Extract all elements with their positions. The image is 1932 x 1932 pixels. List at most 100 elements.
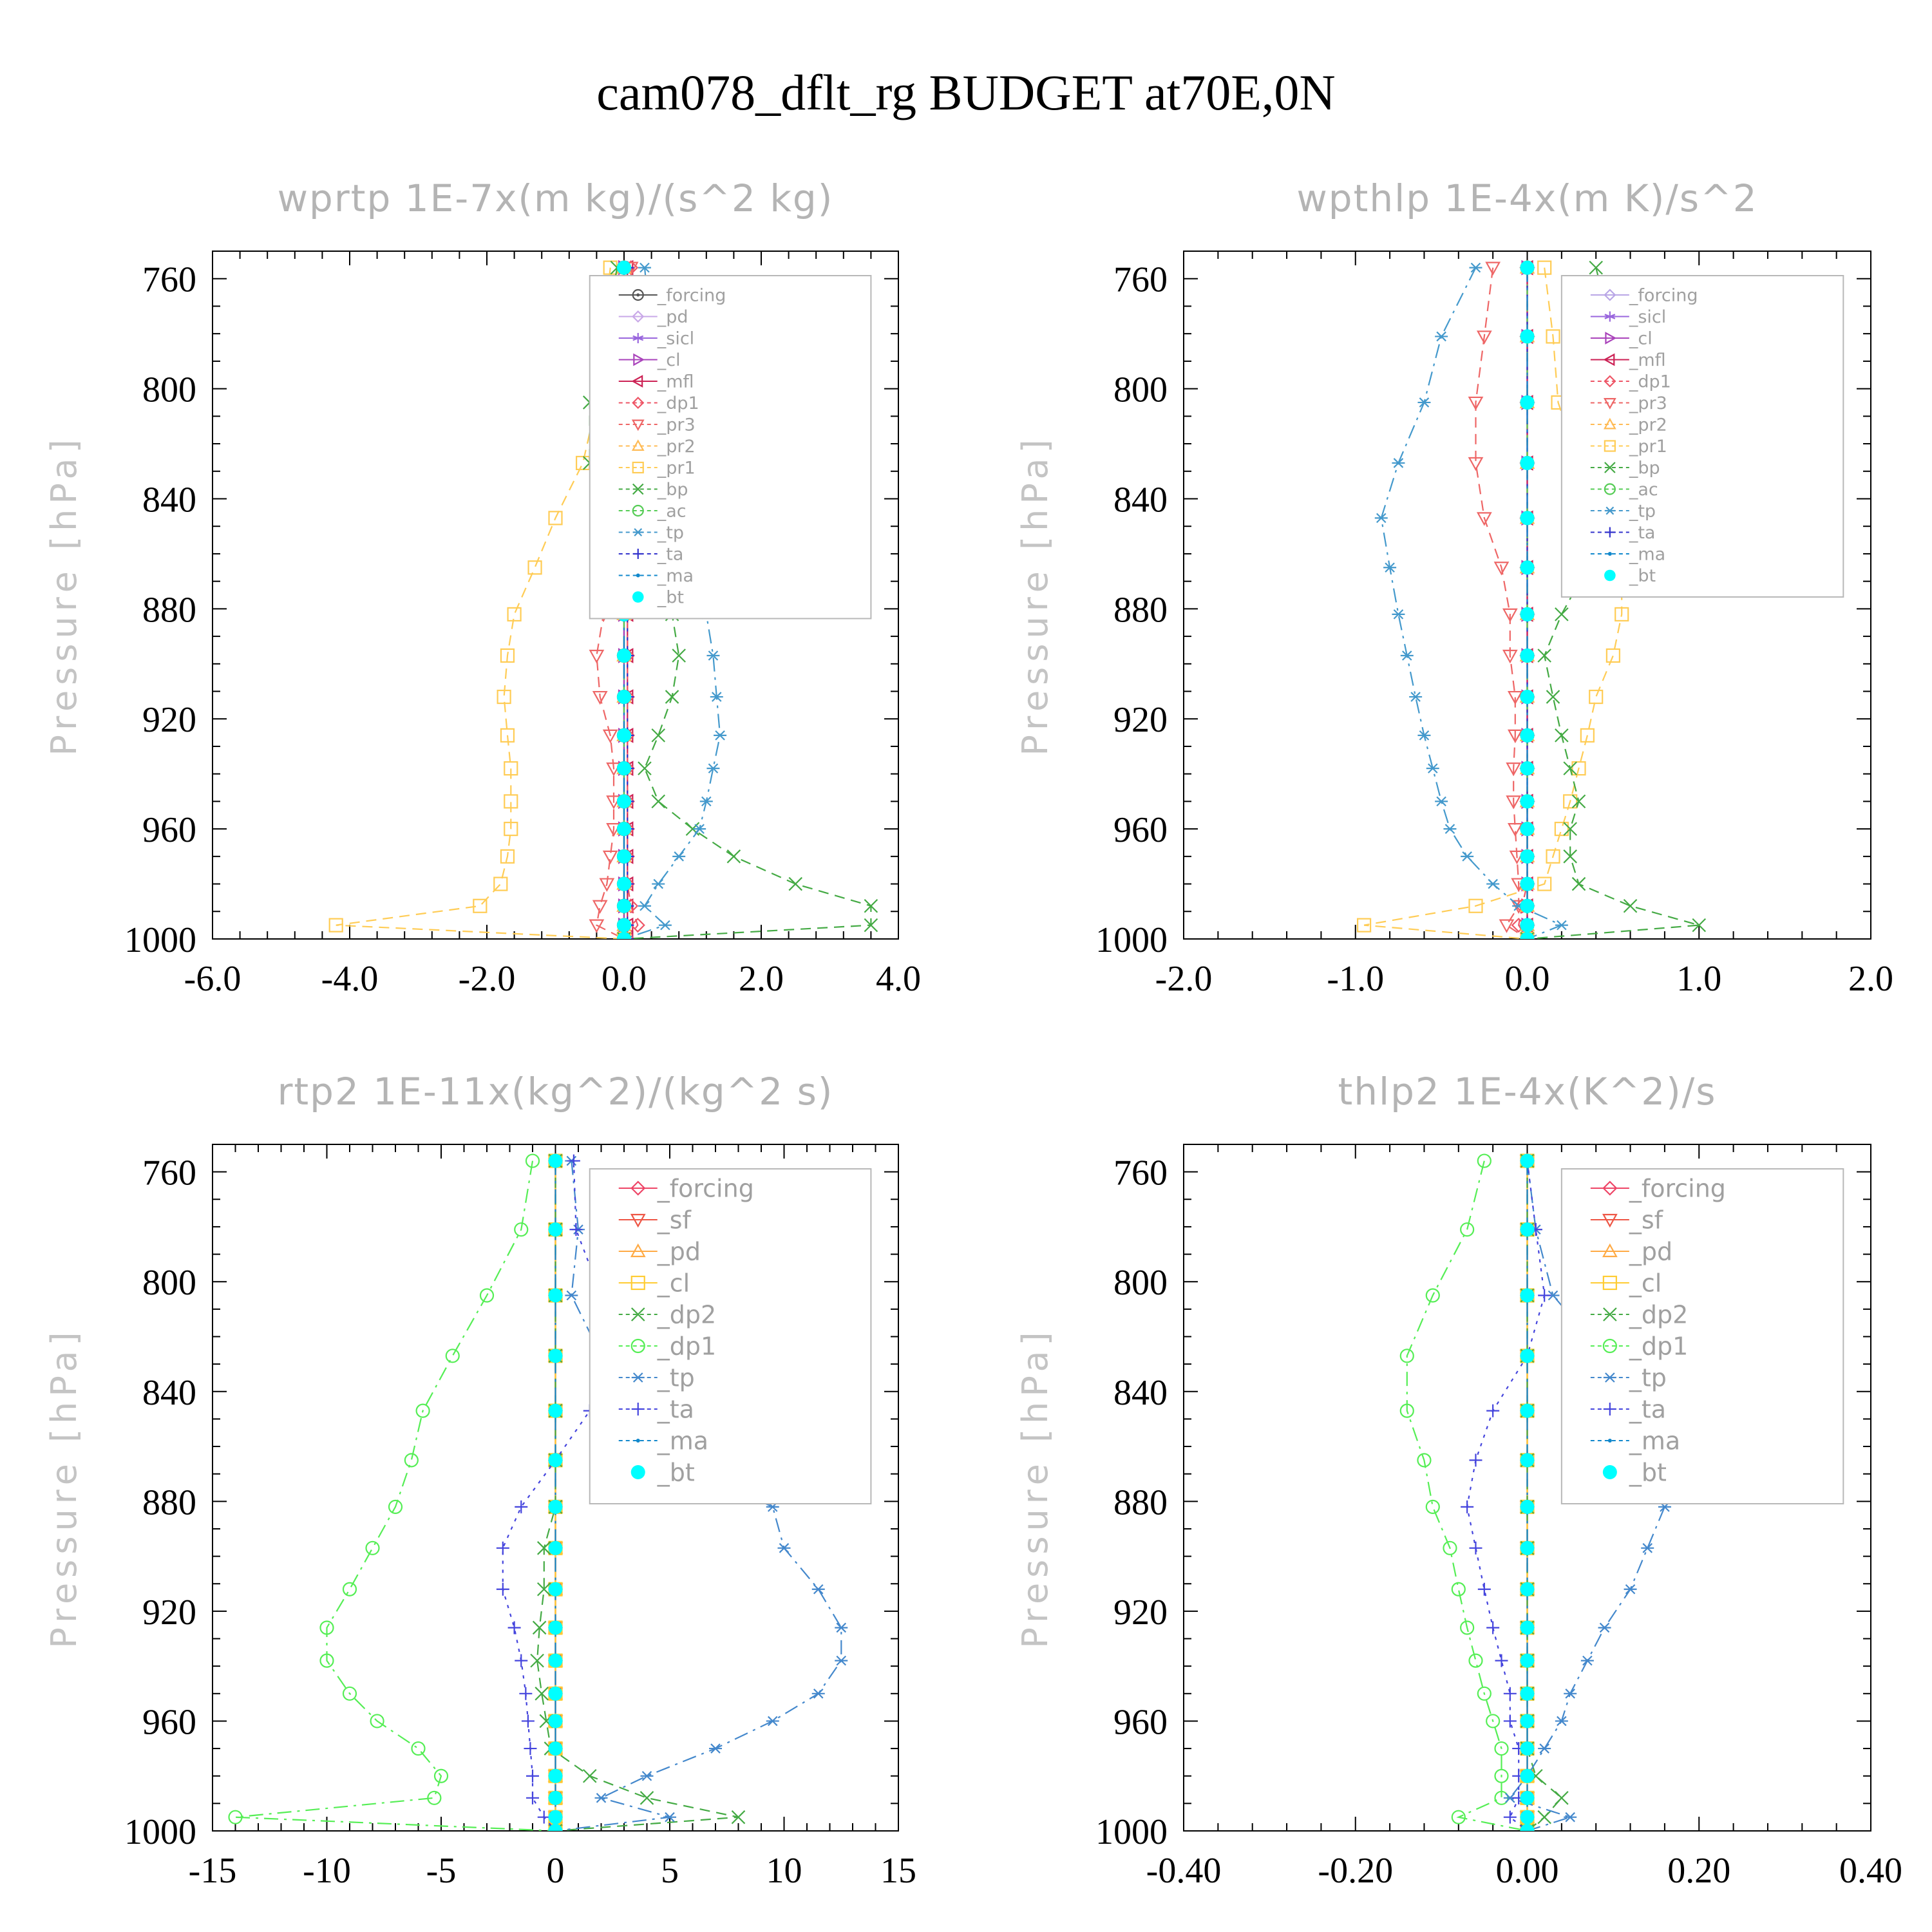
data-point	[1538, 1289, 1551, 1302]
legend-marker	[631, 419, 645, 431]
series-line	[536, 1160, 739, 1831]
data-point	[1623, 898, 1638, 913]
legend-marker	[1607, 552, 1612, 556]
legend-label: _bt	[1629, 1458, 1667, 1486]
series-line	[1406, 1160, 1528, 1831]
data-point	[602, 850, 618, 865]
x-tick-label: -2.0	[459, 959, 516, 999]
data-point	[1477, 1153, 1492, 1168]
legend-label: _ta	[1629, 1395, 1666, 1423]
data-point	[1520, 1499, 1535, 1514]
x-tick-label: -15	[189, 1851, 237, 1891]
legend-marker	[630, 1180, 646, 1196]
data-point	[548, 1741, 563, 1756]
legend-entry: _dp2	[618, 1300, 716, 1329]
legend-label: _pr2	[657, 437, 696, 457]
data-point	[548, 511, 563, 526]
legend-entry: _cl	[618, 1269, 690, 1297]
data-point	[1503, 1714, 1517, 1728]
legend-entry: _bp	[618, 480, 688, 500]
data-point	[1589, 260, 1603, 275]
data-point	[1443, 824, 1457, 834]
legend-marker	[631, 1372, 645, 1383]
data-point	[515, 1654, 528, 1667]
series-pr3	[1468, 261, 1535, 939]
data-point	[1563, 822, 1577, 836]
data-point	[1520, 1288, 1535, 1303]
legend-entry: _pr3	[1590, 393, 1667, 413]
data-point	[699, 796, 713, 807]
legend-marker	[1604, 311, 1616, 322]
data-point	[665, 690, 679, 704]
data-point	[1520, 1222, 1535, 1237]
data-point	[1486, 878, 1500, 889]
legend-marker	[632, 289, 644, 301]
legend-label: _forcing	[1629, 1174, 1726, 1202]
legend-label: _tp	[657, 523, 684, 543]
legend-marker	[631, 439, 645, 451]
data-point	[1538, 1743, 1551, 1754]
legend-label: _tp	[657, 1363, 695, 1392]
data-point	[1494, 1741, 1509, 1756]
data-point	[548, 1768, 563, 1783]
data-point	[548, 1810, 563, 1824]
legend-entry: _ma	[1590, 544, 1665, 564]
x-tick-label: -10	[303, 1851, 351, 1891]
series-line	[336, 267, 625, 939]
legend-marker	[1602, 1338, 1617, 1354]
legend-entry: _ta	[618, 544, 683, 564]
y-tick-label: 840	[142, 1373, 196, 1413]
data-point	[445, 1349, 460, 1363]
data-point	[1468, 898, 1483, 913]
legend-label: _dp1	[657, 393, 699, 413]
series-pr1	[328, 260, 632, 939]
data-point	[1461, 851, 1474, 862]
data-point	[1571, 876, 1586, 891]
data-point	[617, 876, 631, 891]
legend-label: _pr3	[1629, 393, 1667, 413]
data-point	[1589, 689, 1604, 705]
legend-label: _bp	[1629, 458, 1660, 478]
data-point	[1400, 650, 1414, 661]
data-point	[319, 1620, 334, 1635]
series-group	[1356, 260, 1707, 939]
data-point	[1692, 918, 1707, 933]
legend-label: _forcing	[1629, 285, 1698, 305]
data-point	[388, 1499, 403, 1514]
legend-label: _ac	[657, 501, 687, 521]
data-point	[617, 918, 631, 933]
y-axis-label: Pressure [hPa]	[1015, 1327, 1056, 1648]
data-point	[651, 728, 666, 743]
legend-label: _sf	[657, 1206, 692, 1234]
legend-marker	[632, 461, 644, 474]
data-point	[617, 849, 631, 864]
data-point	[548, 1714, 563, 1728]
data-point	[652, 878, 665, 889]
legend-marker	[1607, 1439, 1612, 1443]
data-point	[1486, 1714, 1501, 1728]
data-point	[1520, 932, 1535, 939]
data-point	[1546, 690, 1560, 704]
legend: _forcing _sf _pd _cl _dp2 _dp1 _tp _ta _ma _bt	[1560, 1168, 1844, 1504]
data-point	[548, 1824, 563, 1831]
data-point	[1392, 609, 1405, 620]
data-point	[640, 1770, 654, 1781]
data-point	[1615, 607, 1629, 622]
data-point	[706, 763, 720, 773]
subplot-1: wprtp 1E-7x(m kg)/(s^2 kg) Pressure [hPa]…	[44, 176, 921, 999]
legend-entry: _pr1	[618, 458, 696, 478]
data-point	[527, 560, 542, 575]
legend-label: _cl	[657, 350, 681, 370]
data-point	[1435, 796, 1448, 807]
marker-center	[636, 293, 640, 297]
legend-label: _sf	[1629, 1206, 1664, 1234]
axes-frame	[212, 251, 899, 940]
y-tick-label: 1000	[1095, 920, 1168, 960]
data-point	[1555, 1716, 1568, 1727]
y-tick-label: 960	[1113, 1702, 1168, 1742]
data-point	[496, 1541, 509, 1555]
data-point	[504, 761, 518, 776]
legend-marker	[630, 1213, 646, 1228]
legend-label: _tp	[1629, 501, 1656, 521]
x-tick-label: 0.0	[601, 959, 647, 999]
